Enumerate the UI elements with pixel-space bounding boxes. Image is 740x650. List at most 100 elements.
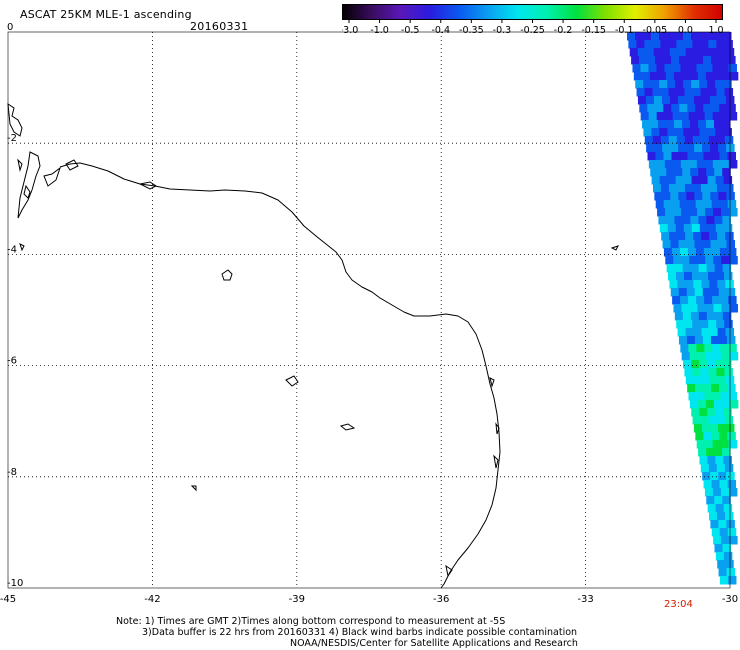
- swath-cell: [684, 368, 693, 377]
- swath-cell: [666, 168, 675, 177]
- swath-cell: [698, 216, 707, 225]
- swath-cell: [712, 296, 721, 305]
- swath-cell: [726, 144, 735, 153]
- swath-cell: [700, 368, 709, 377]
- swath-cell: [656, 160, 666, 169]
- swath-cell: [726, 288, 736, 297]
- colorbar-tick-label: -0.2: [554, 25, 573, 36]
- swath-cell: [667, 224, 677, 233]
- colorbar-tick-label: -3.0: [342, 25, 358, 36]
- swath-cell: [699, 176, 709, 185]
- swath-cell: [666, 120, 675, 129]
- swath-cell: [691, 224, 701, 233]
- swath-cell: [677, 328, 687, 337]
- swath-cell: [721, 536, 730, 545]
- swath-cell: [719, 248, 729, 257]
- swath-cell: [673, 208, 682, 217]
- swath-cell: [657, 72, 667, 81]
- swath-cell: [684, 136, 694, 145]
- swath-cell: [685, 96, 695, 105]
- colorbar-tick-label: -0.1: [615, 25, 634, 36]
- swath-cell: [707, 224, 717, 233]
- swath-cell: [703, 248, 713, 257]
- swath-cell: [717, 560, 726, 569]
- swath-cell: [724, 464, 734, 473]
- swath-cell: [706, 312, 716, 321]
- swath-cell: [670, 240, 680, 249]
- swath-cell: [727, 152, 737, 161]
- swath-cell: [724, 40, 733, 49]
- swath-cell: [723, 360, 732, 369]
- swath-cell: [706, 496, 715, 505]
- swath-cell: [709, 232, 718, 241]
- swath-cell: [707, 504, 717, 513]
- swath-cell: [680, 160, 690, 169]
- swath-cell: [677, 280, 686, 289]
- swath-cell: [708, 40, 717, 49]
- swath-cell: [715, 80, 724, 89]
- swath-cell: [709, 280, 718, 289]
- swath-cell: [727, 104, 736, 113]
- latitude-label: -6: [7, 356, 17, 367]
- swath-cell: [721, 208, 730, 217]
- swath-cell: [694, 288, 704, 297]
- swath-cell: [690, 168, 699, 177]
- swath-cell: [683, 128, 692, 137]
- swath-cell: [729, 304, 738, 313]
- swath-cell: [724, 320, 733, 329]
- swath-cell: [702, 192, 711, 201]
- swath-cell: [637, 48, 647, 57]
- swath-cell: [707, 80, 716, 89]
- swath-cell: [726, 472, 735, 481]
- swath-cell: [713, 304, 722, 313]
- swath-cell: [663, 56, 672, 65]
- island-outline: [138, 181, 157, 190]
- swath-cell: [667, 176, 677, 185]
- swath-cell: [652, 136, 662, 145]
- swath-cell: [696, 64, 705, 73]
- swath-cell: [686, 336, 696, 345]
- footnote-line-1: Note: 1) Times are GMT 2)Times along bot…: [116, 616, 506, 627]
- swath-cell: [712, 392, 722, 401]
- swath-cell: [663, 248, 673, 257]
- swath-cell: [680, 344, 689, 353]
- swath-cell: [705, 208, 714, 217]
- swath-cell: [635, 80, 644, 89]
- swath-cell: [714, 120, 723, 129]
- swath-cell: [656, 64, 665, 73]
- swath-cell: [720, 344, 729, 353]
- swath-cell: [708, 184, 718, 193]
- swath-cell: [654, 192, 663, 201]
- footnote-line-2: 3)Data buffer is 22 hrs from 20160331 4)…: [142, 627, 578, 638]
- swath-cell: [679, 56, 688, 65]
- delta-island: [17, 158, 23, 172]
- swath-cell: [666, 264, 676, 273]
- colorbar-tick-label: -0.05: [643, 25, 668, 36]
- swath-cell: [707, 176, 717, 185]
- colorbar-tick-label: -1.0: [370, 25, 389, 36]
- colorbar-tick-label: 0.0: [678, 25, 693, 36]
- swath-cell: [698, 448, 707, 457]
- swath-cell: [704, 440, 714, 449]
- swath-cell: [684, 184, 694, 193]
- swath-cell: [721, 304, 730, 313]
- swath-cell: [692, 272, 701, 281]
- swath-cell: [681, 208, 690, 217]
- swath-cell: [664, 160, 674, 169]
- swath-cell: [728, 296, 737, 305]
- swath-cell: [663, 104, 672, 113]
- swath-cell: [713, 400, 723, 409]
- swath-cell: [728, 392, 738, 401]
- swath-cell: [683, 224, 693, 233]
- swath-cell: [696, 112, 706, 121]
- latitude-label: -8: [7, 467, 17, 478]
- swath-cell: [665, 208, 674, 217]
- swath-cell: [643, 128, 652, 137]
- swath-cell: [648, 64, 657, 73]
- swath-cell: [674, 312, 684, 321]
- swath-cell: [650, 120, 659, 129]
- swath-cell: [691, 360, 700, 369]
- island-outline: [221, 269, 233, 281]
- swath-cell: [676, 88, 686, 97]
- swath-cell: [663, 200, 673, 209]
